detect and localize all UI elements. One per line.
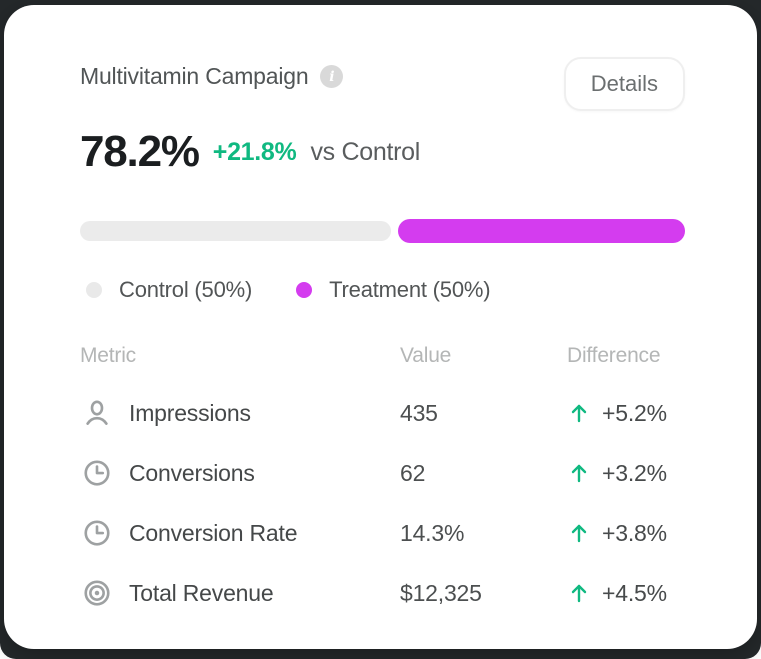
metric-value: $12,325 (400, 579, 482, 606)
metric-value: 435 (400, 399, 438, 426)
treatment-bar (397, 219, 685, 243)
arrow-up-icon (567, 581, 591, 605)
legend-label: Treatment (50%) (329, 277, 491, 302)
metric-cell: Impressions (80, 396, 400, 430)
title-group: Multivitamin Campaign i (80, 57, 344, 90)
header-value: Value (400, 344, 452, 367)
metric-label: Conversions (129, 459, 255, 486)
metric-label: Conversion Rate (129, 519, 298, 546)
metric-label: Total Revenue (129, 579, 274, 606)
difference-cell: +3.8% (567, 520, 685, 547)
metric-label: Impressions (129, 399, 251, 426)
stat-value: 78.2% (80, 127, 200, 176)
legend-label: Control (50%) (119, 277, 253, 302)
legend-item-treatment[interactable]: Treatment (50%) (296, 277, 491, 303)
metric-cell: Conversion Rate (80, 516, 400, 550)
treatment-dot-icon (296, 282, 313, 298)
difference-value: +5.2% (602, 399, 667, 426)
info-icon[interactable]: i (320, 65, 344, 88)
card-title: Multivitamin Campaign (80, 63, 309, 89)
campaign-card: Multivitamin Campaign i Details 78.2% +2… (4, 5, 757, 649)
table-row: Total Revenue $12,325 +4.5% (80, 563, 685, 623)
stat-vs-label: vs Control (310, 137, 420, 166)
metric-cell: Total Revenue (80, 576, 400, 610)
table-row: Conversions 62 +3.2% (80, 443, 685, 503)
metric-value: 14.3% (400, 519, 465, 546)
difference-cell: +4.5% (567, 580, 685, 607)
difference-value: +3.8% (602, 519, 667, 546)
header-metric: Metric (80, 344, 136, 367)
header-difference: Difference (567, 344, 661, 367)
arrow-up-icon (567, 461, 591, 485)
target-icon (80, 576, 114, 610)
card-header: Multivitamin Campaign i Details (80, 57, 685, 111)
primary-stat: 78.2% +21.8% vs Control (80, 127, 685, 177)
clock-icon (80, 456, 114, 490)
control-dot-icon (86, 282, 102, 298)
stat-delta: +21.8% (212, 137, 297, 166)
table-header-row: Metric Value Difference (80, 343, 685, 369)
legend-item-control[interactable]: Control (50%) (86, 277, 252, 303)
metric-cell: Conversions (80, 456, 400, 490)
arrow-up-icon (567, 401, 591, 425)
metric-value: 62 (400, 459, 426, 486)
user-icon (80, 396, 114, 430)
control-bar (80, 221, 391, 241)
legend: Control (50%) Treatment (50%) (80, 277, 685, 303)
split-bar (80, 219, 685, 243)
details-button[interactable]: Details (563, 57, 685, 111)
arrow-up-icon (567, 521, 591, 545)
clock-icon (80, 516, 114, 550)
difference-cell: +3.2% (567, 460, 685, 487)
table-row: Impressions 435 +5.2% (80, 383, 685, 443)
metrics-table: Metric Value Difference Impressions 435 (80, 343, 685, 623)
difference-value: +3.2% (602, 459, 667, 486)
difference-cell: +5.2% (567, 400, 685, 427)
difference-value: +4.5% (602, 579, 667, 606)
table-row: Conversion Rate 14.3% +3.8% (80, 503, 685, 563)
